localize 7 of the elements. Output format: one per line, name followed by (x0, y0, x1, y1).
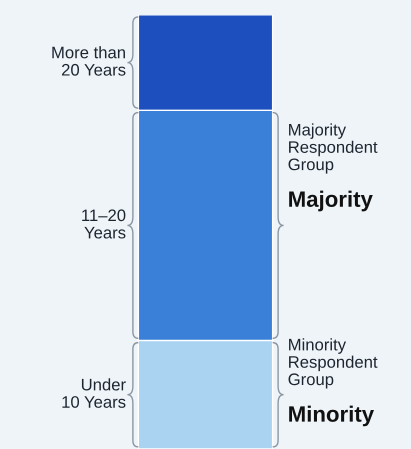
text: Minority Respondent Group (288, 338, 378, 389)
series-label: More than 20 Years (52, 46, 126, 76)
text: Minority (289, 406, 374, 426)
text: Majority Respondent Group (288, 123, 378, 174)
series-label: 11–20 Years (82, 209, 126, 239)
text: Majority (289, 190, 373, 212)
series-label: Under 10 Years (62, 378, 126, 408)
